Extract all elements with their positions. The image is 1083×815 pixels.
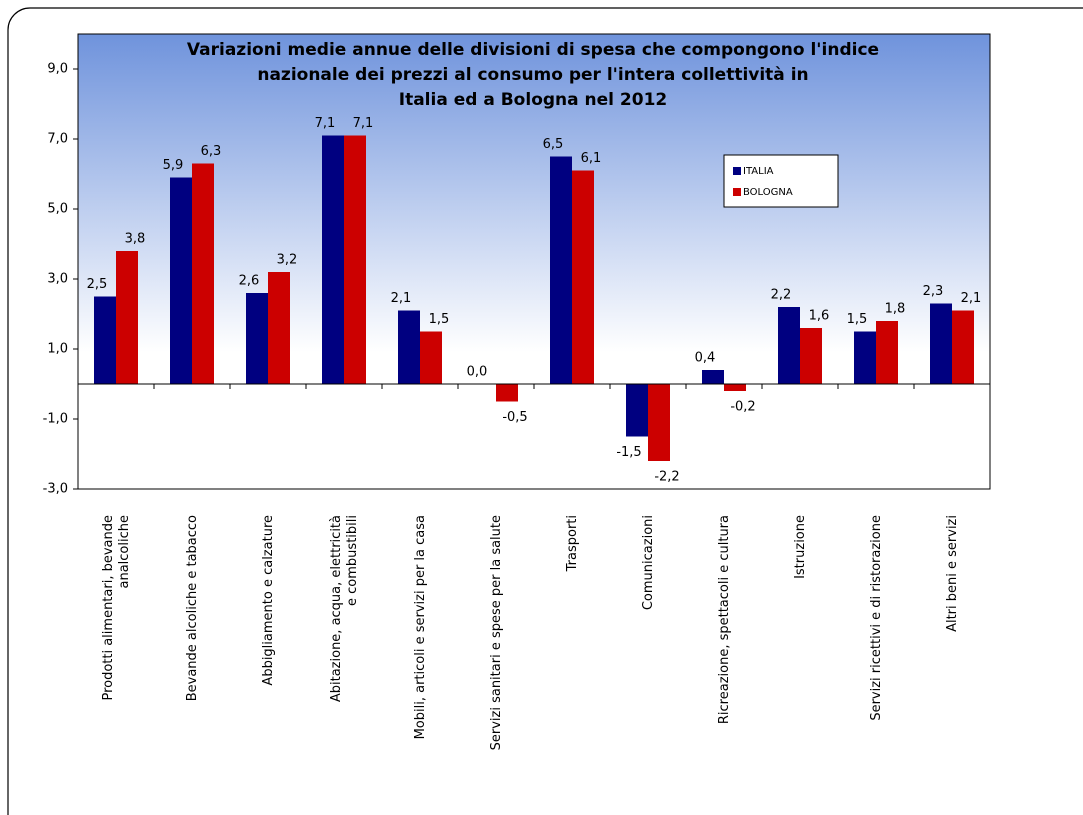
x-tick-label: Prodotti alimentari, bevandeanalcoliche [101,515,132,701]
y-tick-label: -1,0 [43,412,68,427]
x-tick-label: Abitazione, acqua, elettricitàe combusti… [329,515,360,702]
legend-label: BOLOGNA [743,187,793,198]
x-tick-label: Comunicazioni [641,515,656,610]
y-tick-label: 5,0 [47,202,68,217]
value-label: -1,5 [616,445,641,460]
bar [420,331,442,384]
value-label: 2,2 [771,288,792,303]
bar [800,328,822,384]
value-label: 1,6 [809,309,830,324]
bar [952,310,974,384]
value-label: 3,8 [125,232,146,247]
value-label: 7,1 [353,116,374,131]
value-label: 2,6 [239,274,260,289]
value-label: 2,5 [87,277,108,292]
bar [268,272,290,384]
legend-swatch [733,188,741,196]
x-tick-label: Mobili, articoli e servizi per la casa [413,515,428,739]
value-label: -0,5 [502,410,527,425]
value-label: 6,5 [543,137,564,152]
legend-label: ITALIA [743,166,774,177]
value-label: 1,5 [847,312,868,327]
bar [116,251,138,384]
bar [170,177,192,384]
legend-box [723,154,839,208]
y-tick-label: 7,0 [47,132,68,147]
y-tick-label: 1,0 [47,342,68,357]
bar [398,310,420,384]
x-tick-label: Abbigliamento e calzature [261,515,276,686]
bar [930,303,952,384]
bar [496,384,518,402]
bar [322,135,344,384]
value-label: 3,2 [277,253,298,268]
value-label: -2,2 [654,470,679,485]
x-tick-label: Servizi ricettivi e di ristorazione [869,515,884,721]
x-tick-label: Istruzione [793,515,808,579]
value-label: 0,0 [467,365,488,380]
y-tick-label: -3,0 [43,482,68,497]
legend-swatch [733,167,741,175]
x-tick-label: Altri beni e servizi [945,515,960,632]
bar [626,384,648,437]
bar [550,156,572,384]
x-tick-label: Bevande alcoliche e tabacco [185,515,200,701]
value-label: -0,2 [730,400,755,415]
x-tick-label: Trasporti [565,515,580,572]
bar [724,384,746,391]
bar [94,296,116,384]
value-label: 0,4 [695,351,716,366]
chart-title: Variazioni medie annue delle divisioni d… [187,40,879,110]
bar [246,293,268,384]
bar [702,370,724,384]
plot-area [77,33,991,490]
value-label: 6,1 [581,151,602,166]
x-tick-label: Ricreazione, spettacoli e cultura [717,515,732,724]
value-label: 6,3 [201,144,222,159]
value-label: 2,3 [923,284,944,299]
bar [192,163,214,384]
bar [876,321,898,384]
y-tick-label: 3,0 [47,272,68,287]
bar [648,384,670,461]
bar [854,331,876,384]
y-tick-label: 9,0 [47,62,68,77]
bar [572,170,594,384]
value-label: 5,9 [163,158,184,173]
bar [344,135,366,384]
value-label: 1,5 [429,312,450,327]
value-label: 2,1 [391,291,412,306]
bar [778,307,800,384]
value-label: 2,1 [961,291,982,306]
value-label: 1,8 [885,302,906,317]
x-tick-label: Servizi sanitari e spese per la salute [489,515,504,750]
value-label: 7,1 [315,116,336,131]
